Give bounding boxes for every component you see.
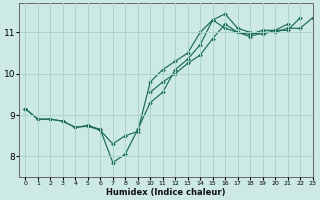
X-axis label: Humidex (Indice chaleur): Humidex (Indice chaleur) xyxy=(106,188,226,197)
